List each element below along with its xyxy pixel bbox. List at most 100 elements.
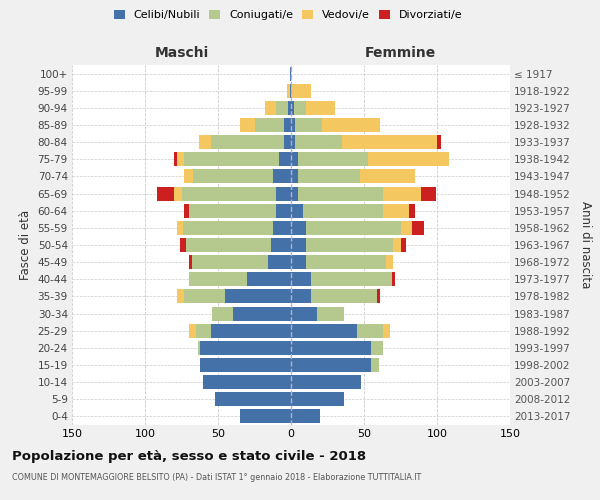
Bar (192, 255, 268, 269)
Bar (200, 358, 291, 372)
Bar (277, 204, 291, 218)
Bar (311, 272, 392, 286)
Bar (342, 135, 437, 149)
Bar (317, 306, 344, 320)
Bar (295, 135, 342, 149)
Bar (288, 101, 291, 115)
Bar (291, 221, 305, 235)
Bar (298, 152, 368, 166)
Bar (305, 255, 386, 269)
Bar (274, 221, 291, 235)
Y-axis label: Fasce di età: Fasce di età (19, 210, 32, 280)
Bar (291, 392, 344, 406)
Text: Femmine: Femmine (365, 46, 436, 60)
Bar (277, 186, 291, 200)
Bar (181, 186, 277, 200)
Bar (392, 272, 395, 286)
Bar (291, 170, 298, 183)
Bar (291, 238, 305, 252)
Bar (215, 392, 291, 406)
Bar (226, 290, 291, 304)
Bar (383, 324, 390, 338)
Bar (291, 324, 356, 338)
Bar (290, 66, 291, 80)
Bar (177, 152, 184, 166)
Bar (298, 186, 383, 200)
Bar (174, 152, 177, 166)
Bar (197, 341, 200, 355)
Bar (291, 272, 311, 286)
Bar (203, 375, 291, 389)
Bar (189, 324, 196, 338)
Bar (322, 118, 380, 132)
Bar (180, 238, 186, 252)
Bar (437, 135, 442, 149)
Bar (233, 306, 291, 320)
Bar (287, 84, 290, 98)
Bar (177, 221, 183, 235)
Bar (189, 255, 192, 269)
Bar (371, 341, 383, 355)
Bar (356, 324, 383, 338)
Bar (268, 255, 291, 269)
Bar (291, 152, 298, 166)
Bar (196, 324, 211, 338)
Bar (240, 118, 254, 132)
Bar (383, 204, 409, 218)
Bar (371, 358, 379, 372)
Bar (291, 84, 311, 98)
Bar (393, 238, 401, 252)
Bar (193, 170, 274, 183)
Bar (291, 410, 320, 424)
Bar (291, 186, 298, 200)
Bar (291, 341, 371, 355)
Bar (294, 101, 305, 115)
Bar (199, 135, 211, 149)
Bar (305, 101, 335, 115)
Bar (247, 272, 291, 286)
Bar (401, 238, 406, 252)
Y-axis label: Anni di nascita: Anni di nascita (579, 202, 592, 288)
Bar (212, 306, 233, 320)
Text: COMUNE DI MONTEMAGGIORE BELSITO (PA) - Dati ISTAT 1° gennaio 2018 - Elaborazione: COMUNE DI MONTEMAGGIORE BELSITO (PA) - D… (12, 472, 421, 482)
Bar (184, 152, 280, 166)
Bar (291, 204, 302, 218)
Bar (421, 186, 436, 200)
Bar (211, 135, 284, 149)
Bar (311, 290, 377, 304)
Bar (290, 84, 291, 98)
Bar (184, 290, 226, 304)
Bar (291, 290, 311, 304)
Bar (189, 204, 277, 218)
Bar (305, 221, 401, 235)
Bar (200, 341, 291, 355)
Bar (284, 118, 291, 132)
Bar (298, 170, 359, 183)
Bar (265, 101, 277, 115)
Bar (291, 375, 361, 389)
Bar (183, 221, 274, 235)
Bar (240, 410, 291, 424)
Text: Maschi: Maschi (154, 46, 209, 60)
Bar (271, 238, 291, 252)
Bar (368, 152, 449, 166)
Bar (184, 204, 189, 218)
Bar (305, 238, 393, 252)
Bar (291, 101, 294, 115)
Bar (377, 290, 380, 304)
Bar (291, 255, 305, 269)
Bar (284, 135, 291, 149)
Bar (157, 186, 174, 200)
Bar (291, 358, 371, 372)
Bar (186, 238, 271, 252)
Bar (295, 118, 322, 132)
Bar (291, 118, 295, 132)
Bar (412, 221, 424, 235)
Text: Popolazione per età, sesso e stato civile - 2018: Popolazione per età, sesso e stato civil… (12, 450, 366, 463)
Legend: Celibi/Nubili, Coniugati/e, Vedovi/e, Divorziati/e: Celibi/Nubili, Coniugati/e, Vedovi/e, Di… (109, 6, 467, 25)
Bar (280, 152, 291, 166)
Bar (291, 135, 295, 149)
Bar (383, 186, 421, 200)
Bar (254, 118, 284, 132)
Bar (409, 204, 415, 218)
